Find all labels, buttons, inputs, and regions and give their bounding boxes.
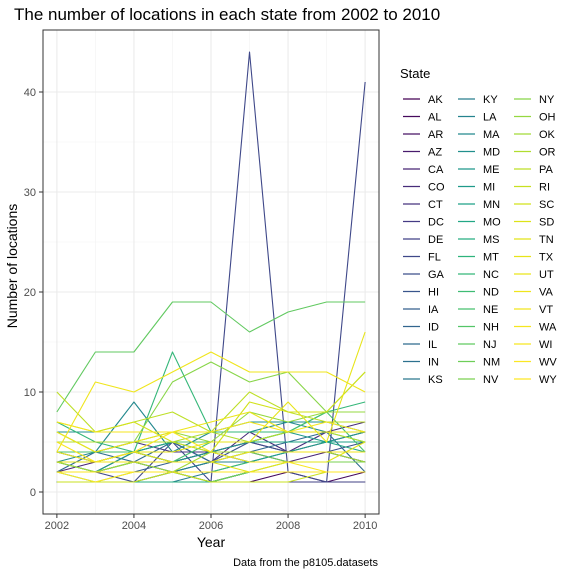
legend-label-ak: AK <box>428 94 443 106</box>
legend-label-ny: NY <box>539 94 555 106</box>
x-axis-title: Year <box>197 534 226 550</box>
y-tick-label: 20 <box>24 287 36 299</box>
legend-label-tx: TX <box>539 252 554 264</box>
legend-label-ok: OK <box>539 129 556 141</box>
legend-label-nh: NH <box>483 322 499 334</box>
series-line-vt <box>56 451 366 463</box>
legend-label-sc: SC <box>539 199 554 211</box>
legend-label-ms: MS <box>483 234 500 246</box>
legend-label-ne: NE <box>483 304 498 316</box>
y-tick-label: 0 <box>30 487 36 499</box>
legend-label-in: IN <box>428 357 439 369</box>
y-tick-label: 40 <box>24 87 36 99</box>
series-line-nj <box>56 301 366 413</box>
x-tick-label: 2004 <box>122 520 146 532</box>
legend-label-wa: WA <box>539 322 557 334</box>
series-line-ut <box>56 411 366 453</box>
chart-caption: Data from the p8105.datasets <box>233 557 378 569</box>
legend-label-me: ME <box>483 164 500 176</box>
series-line-wa <box>56 421 366 433</box>
legend-label-fl: FL <box>428 252 441 264</box>
plot-panel <box>42 29 380 515</box>
legend-label-al: AL <box>428 112 441 124</box>
x-tick-label: 2002 <box>45 520 69 532</box>
series-line-wi <box>56 431 366 473</box>
legend-label-wi: WI <box>539 339 552 351</box>
legend-label-ia: IA <box>428 304 439 316</box>
legend-label-ga: GA <box>428 269 445 281</box>
y-axis: 0 10 20 30 40 <box>24 87 43 499</box>
legend-label-az: AZ <box>428 147 442 159</box>
legend-label-pa: PA <box>539 164 554 176</box>
legend-label-or: OR <box>539 147 556 159</box>
y-tick-label: 30 <box>24 187 36 199</box>
legend-label-nv: NV <box>483 374 499 386</box>
legend-label-ar: AR <box>428 129 443 141</box>
legend-label-nd: ND <box>483 287 499 299</box>
legend: State AK AL AR AZ CA CO CT DC DE FL GA HI IA ID IL IN KS… <box>400 66 557 386</box>
legend-label-ma: MA <box>483 129 500 141</box>
x-tick-label: 2008 <box>276 520 300 532</box>
series-line-va <box>56 351 366 453</box>
chart-title: The number of locations in each state fr… <box>14 5 440 24</box>
legend-label-ca: CA <box>428 164 444 176</box>
legend-label-ky: KY <box>483 94 498 106</box>
legend-label-mt: MT <box>483 252 499 264</box>
legend-label-il: IL <box>428 339 437 351</box>
legend-label-md: MD <box>483 147 500 159</box>
legend-label-ct: CT <box>428 199 443 211</box>
legend-label-nc: NC <box>483 269 499 281</box>
legend-label-de: DE <box>428 234 443 246</box>
legend-label-la: LA <box>483 112 497 124</box>
legend-label-id: ID <box>428 322 439 334</box>
legend-label-sd: SD <box>539 217 554 229</box>
legend-label-hi: HI <box>428 287 439 299</box>
y-axis-title: Number of locations <box>4 204 20 329</box>
legend-label-oh: OH <box>539 112 556 124</box>
series-line-wy <box>56 471 366 483</box>
x-tick-label: 2010 <box>353 520 377 532</box>
y-tick-label: 10 <box>24 387 36 399</box>
legend-label-mo: MO <box>483 217 501 229</box>
legend-label-tn: TN <box>539 234 554 246</box>
x-tick-label: 2006 <box>199 520 223 532</box>
legend-label-ri: RI <box>539 182 550 194</box>
legend-label-ut: UT <box>539 269 554 281</box>
legend-label-mi: MI <box>483 182 495 194</box>
legend-label-vt: VT <box>539 304 553 316</box>
legend-label-co: CO <box>428 182 445 194</box>
legend-label-dc: DC <box>428 217 444 229</box>
legend-label-ks: KS <box>428 374 443 386</box>
legend-label-nj: NJ <box>483 339 496 351</box>
legend-label-wy: WY <box>539 374 557 386</box>
x-axis: 2002 2004 2006 2008 2010 <box>45 514 377 532</box>
legend-label-va: VA <box>539 287 554 299</box>
legend-label-mn: MN <box>483 199 500 211</box>
series-line-ri <box>56 471 366 483</box>
legend-label-nm: NM <box>483 357 500 369</box>
legend-title: State <box>400 66 430 81</box>
legend-label-wv: WV <box>539 357 557 369</box>
